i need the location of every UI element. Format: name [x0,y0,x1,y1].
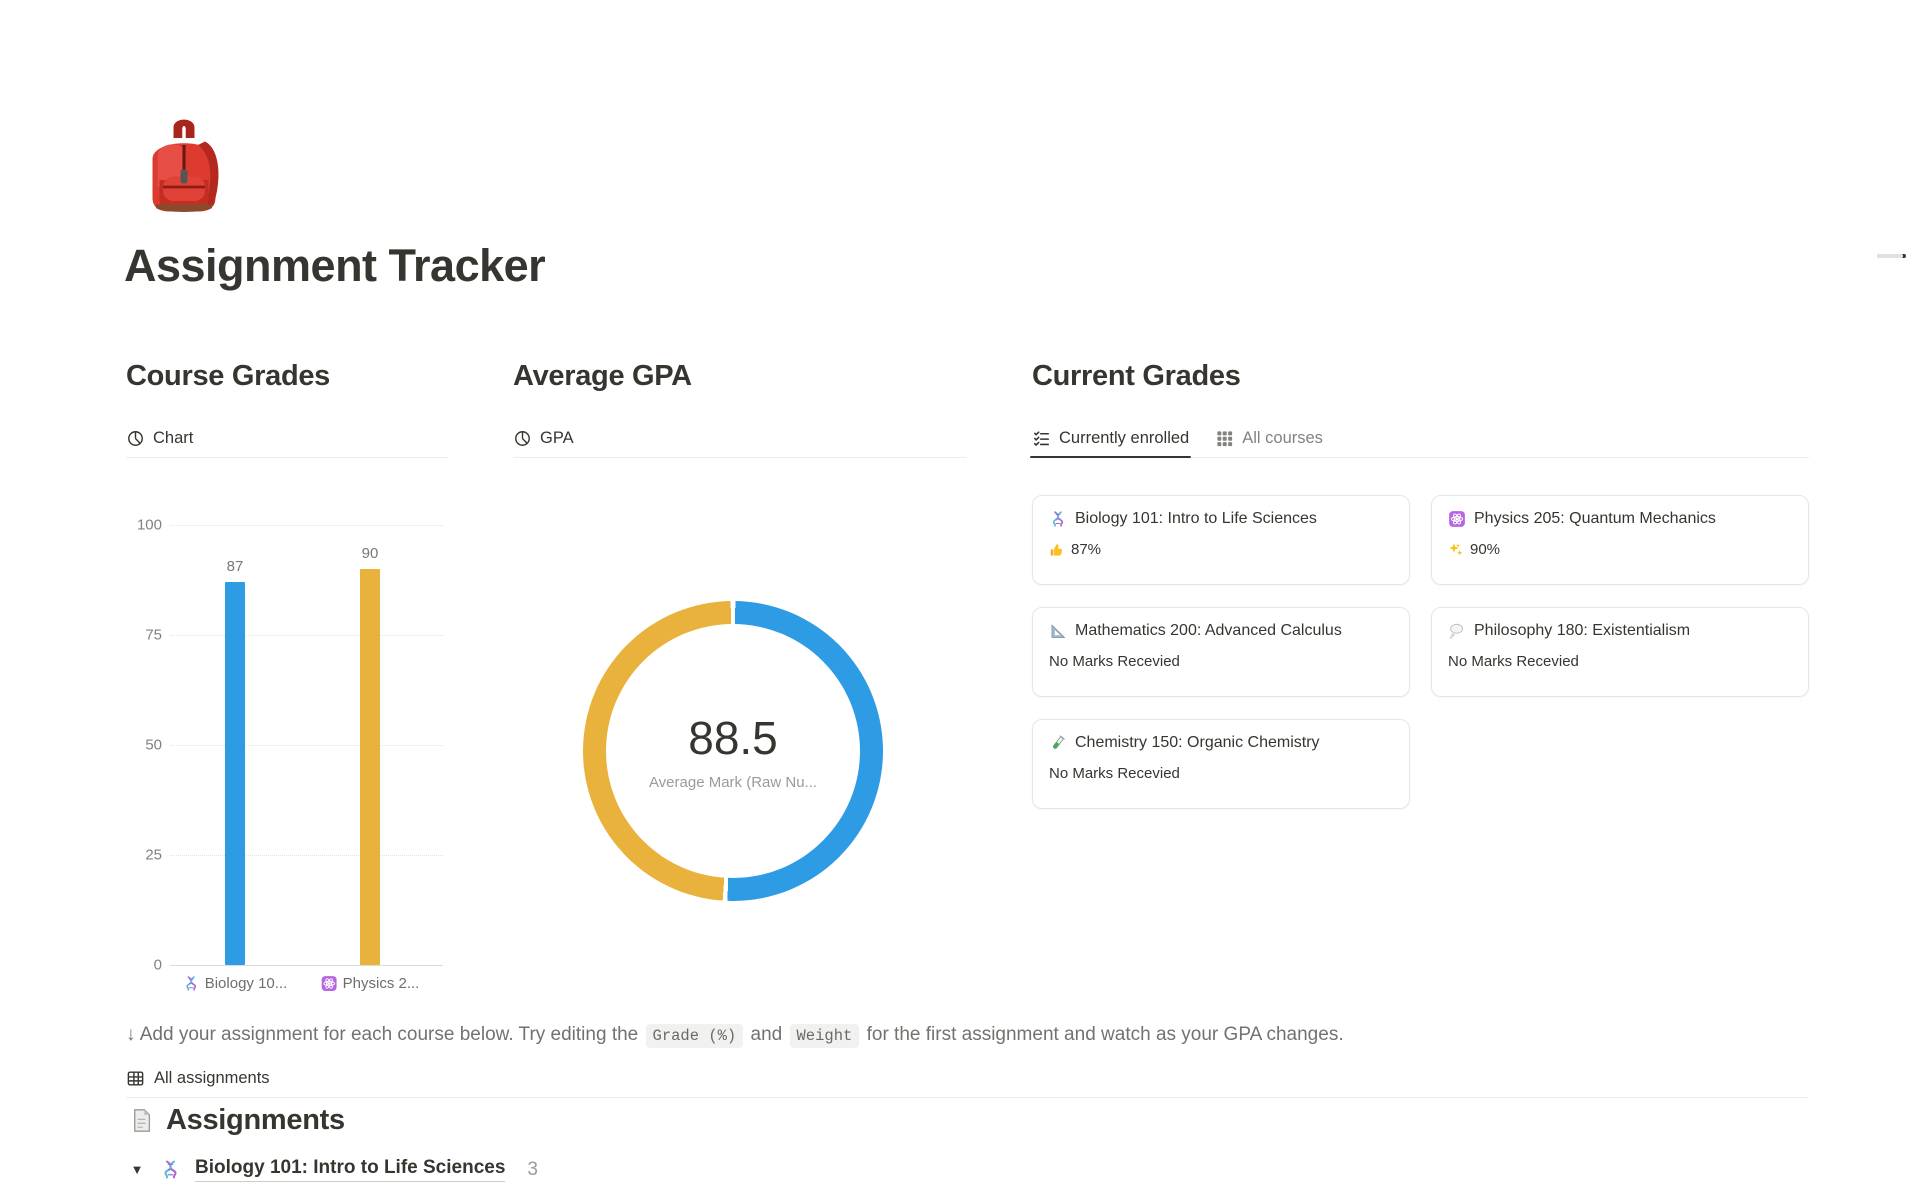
assignment-group-count: 3 [527,1158,538,1180]
course-grades-section: Course Grades Chart 100 75 50 25 0 87 Biology … [126,360,448,1083]
x-axis-label: Biology 10... [183,975,288,992]
bar-1[interactable] [360,569,380,965]
gridline [170,525,443,526]
note-text: ↓ Add your assignment for each course be… [126,1024,639,1045]
course-card-status: No Marks Recevied [1448,653,1579,670]
toggle-triangle-icon[interactable]: ▼ [130,1162,144,1177]
dna-icon [160,1159,181,1180]
page-title[interactable]: Assignment Tracker [124,240,546,291]
triangle-ruler-icon [1049,622,1067,640]
y-tick-label: 50 [145,736,162,754]
tab-currently-enrolled[interactable]: Currently enrolled [1029,420,1192,458]
y-tick-label: 75 [145,626,162,644]
x-axis-label: Physics 2... [321,975,420,992]
donut-value: 88.5 [688,712,778,764]
current-grades-heading: Current Grades [1032,360,1241,392]
tab-chart-label: Chart [153,429,194,447]
y-tick-label: 100 [136,516,162,534]
course-card-status: 90% [1470,541,1501,558]
tab-all-assignments-label: All assignments [154,1069,270,1087]
donut-hole [606,624,860,878]
course-card-title: Philosophy 180: Existentialism [1474,622,1691,639]
course-card-physics[interactable]: Physics 205: Quantum Mechanics 90% [1431,495,1809,585]
course-card-philosophy[interactable]: Philosophy 180: Existentialism No Marks … [1431,607,1809,697]
current-grades-view-row: Currently enrolled All courses [1029,420,1809,458]
x-axis-label-text: Biology 10... [204,975,288,992]
dna-icon [1049,510,1067,528]
page-icon [128,1107,155,1134]
gridline [170,745,443,746]
tab-gpa-label: GPA [540,429,574,447]
gpa-donut-chart: 88.5 Average Mark (Raw Nu... [583,601,883,901]
course-card-status: No Marks Recevied [1049,765,1180,782]
assignments-heading: Assignments [166,1104,345,1136]
average-gpa-view-row: GPA [513,420,967,458]
gridline [170,855,443,856]
x-axis-label-text: Physics 2... [342,975,420,992]
gridline [170,965,443,966]
atom-icon [1448,510,1466,528]
grid-icon [1215,429,1234,448]
course-grades-bar-chart: 100 75 50 25 0 87 Biology 10... 90 Physics 2... [126,458,448,1083]
tab-currently-enrolled-label: Currently enrolled [1059,429,1190,447]
assignments-view-row: All assignments [126,1060,1808,1098]
sparkles-icon [1448,542,1464,558]
thumbs-up-icon [1049,542,1065,558]
tab-all-courses-label: All courses [1242,429,1323,447]
gridline [170,635,443,636]
average-gpa-section: Average GPA GPA 88.5 Average Mark (Raw N… [513,360,967,901]
course-card-status: 87% [1071,541,1102,558]
course-card-title: Chemistry 150: Organic Chemistry [1075,734,1320,751]
assignment-group-link[interactable]: Biology 101: Intro to Life Sciences [195,1157,506,1182]
note-text: for the first assignment and watch as yo… [866,1024,1344,1045]
bar-0[interactable] [225,582,245,965]
thought-balloon-icon [1448,622,1466,640]
course-card-biology[interactable]: Biology 101: Intro to Life Sciences 87% [1032,495,1410,585]
average-gpa-heading: Average GPA [513,360,692,392]
pie-chart-icon [513,429,532,448]
tab-chart[interactable]: Chart [126,420,193,457]
bar-value-label: 87 [226,558,244,576]
table-icon [126,1069,145,1088]
y-tick-label: 0 [153,956,162,974]
bar-value-label: 90 [361,545,379,562]
course-card-title: Physics 205: Quantum Mechanics [1474,510,1716,527]
donut-center: 88.5 Average Mark (Raw Nu... [583,601,883,901]
tab-gpa[interactable]: GPA [513,420,574,457]
tab-all-assignments[interactable]: All assignments [126,1069,270,1088]
course-card-status: No Marks Recevied [1049,653,1180,670]
checklist-icon [1032,429,1051,448]
course-card-title: Biology 101: Intro to Life Sciences [1075,510,1317,527]
test-tube-icon [1049,734,1067,752]
y-tick-label: 25 [145,846,162,864]
course-card-mathematics[interactable]: Mathematics 200: Advanced Calculus No Ma… [1032,607,1410,697]
donut-label: Average Mark (Raw Nu... [648,774,818,791]
assignment-group-biology: ▼ Biology 101: Intro to Life Sciences 3 [128,1157,538,1182]
note-text: and [750,1024,783,1045]
code-chip-weight: Weight [789,1024,860,1048]
tab-all-courses[interactable]: All courses [1215,420,1323,457]
backpack-icon[interactable] [128,110,240,222]
code-chip-grade: Grade (%) [645,1024,744,1048]
course-card-title: Mathematics 200: Advanced Calculus [1075,622,1342,639]
toc-line-icon[interactable] [1877,254,1903,258]
atom-icon [321,975,338,992]
instruction-note: ↓ Add your assignment for each course be… [126,1020,1626,1051]
dna-icon [183,975,200,992]
current-grades-section: Current Grades Currently enrolled All co… [1029,360,1809,809]
course-grades-heading: Course Grades [126,360,331,392]
course-card-chemistry[interactable]: Chemistry 150: Organic Chemistry No Mark… [1032,719,1410,809]
course-grades-view-row: Chart [126,420,448,458]
assignments-heading-row: Assignments [128,1104,345,1137]
course-cards: Biology 101: Intro to Life Sciences 87% … [1032,495,1809,809]
pie-chart-icon [126,429,145,448]
